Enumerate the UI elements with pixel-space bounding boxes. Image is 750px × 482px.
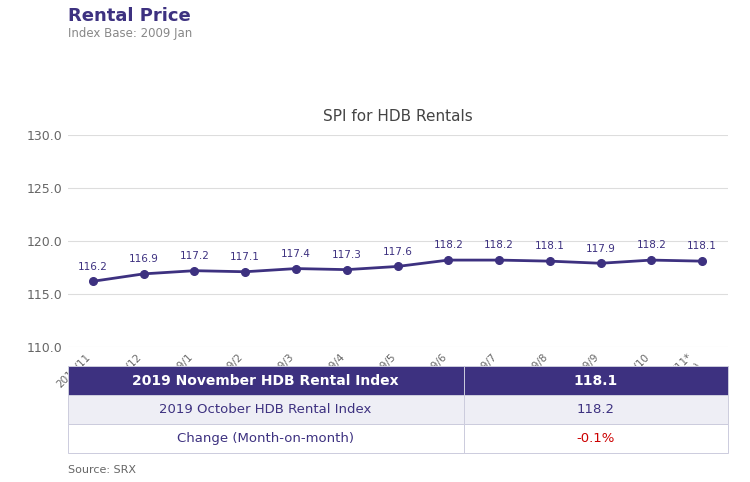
Text: 116.2: 116.2 xyxy=(78,262,108,271)
Text: 117.1: 117.1 xyxy=(230,252,260,262)
Text: Rental Price: Rental Price xyxy=(68,7,190,25)
Title: SPI for HDB Rentals: SPI for HDB Rentals xyxy=(322,109,472,124)
Text: 117.3: 117.3 xyxy=(332,250,362,260)
Text: -0.1%: -0.1% xyxy=(576,432,615,445)
Text: 118.1: 118.1 xyxy=(687,241,717,252)
Text: 118.2: 118.2 xyxy=(577,403,614,416)
Text: 118.1: 118.1 xyxy=(573,374,618,388)
Text: 118.2: 118.2 xyxy=(433,241,464,250)
Text: 117.2: 117.2 xyxy=(179,251,209,261)
Text: 2019 November HDB Rental Index: 2019 November HDB Rental Index xyxy=(132,374,399,388)
Text: 116.9: 116.9 xyxy=(129,254,158,264)
Text: Source: SRX: Source: SRX xyxy=(68,465,136,475)
Text: Change (Month-on-month): Change (Month-on-month) xyxy=(177,432,354,445)
Text: 118.2: 118.2 xyxy=(484,241,514,250)
Text: 117.4: 117.4 xyxy=(281,249,311,259)
Text: 118.1: 118.1 xyxy=(535,241,565,252)
Text: 117.9: 117.9 xyxy=(586,243,616,254)
Text: 2019 October HDB Rental Index: 2019 October HDB Rental Index xyxy=(159,403,372,416)
Text: 118.2: 118.2 xyxy=(637,241,666,250)
Text: 117.6: 117.6 xyxy=(382,247,412,257)
Text: Index Base: 2009 Jan: Index Base: 2009 Jan xyxy=(68,27,192,40)
